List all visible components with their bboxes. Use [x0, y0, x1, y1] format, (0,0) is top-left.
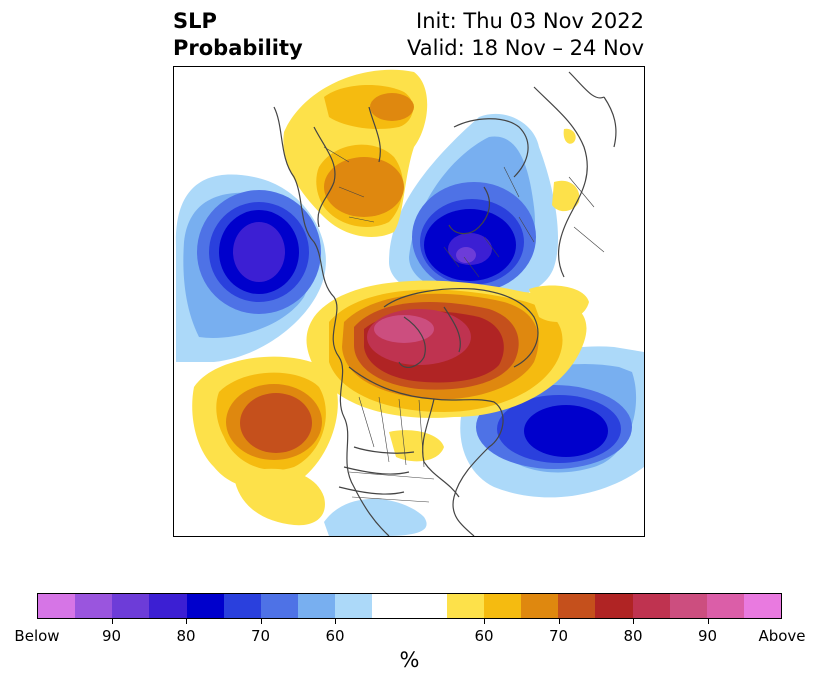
colorbar-tick-label: 60	[325, 627, 345, 645]
colorbar-swatch	[223, 594, 261, 618]
colorbar-swatch	[483, 594, 522, 618]
map-date-info: Init: Thu 03 Nov 2022 Valid: 18 Nov – 24…	[407, 8, 644, 62]
colorbar-tick-label: 80	[176, 627, 196, 645]
title-field: Probability	[173, 36, 303, 60]
colorbar-tick-mark	[335, 619, 336, 624]
colorbar-tick-label: Below	[14, 627, 60, 645]
colorbar-tick-label: 90	[697, 627, 718, 645]
arctic-above-anomaly	[306, 280, 587, 418]
valid-range: Valid: 18 Nov – 24 Nov	[407, 36, 644, 60]
colorbar-swatch	[743, 594, 782, 618]
colorbar-swatch	[38, 594, 76, 618]
map-title: SLP Probability	[173, 8, 303, 62]
great-lakes-above-patch	[389, 430, 444, 462]
colorbar-swatch	[372, 594, 410, 618]
init-date: Init: Thu 03 Nov 2022	[416, 9, 644, 33]
colorbar-tick-mark	[111, 619, 113, 624]
probability-map	[173, 66, 645, 537]
colorbar-swatch	[409, 594, 447, 618]
colorbar-tick-label: Above	[758, 627, 806, 645]
title-variable: SLP	[173, 9, 217, 33]
colorbar-tick-mark	[260, 619, 262, 624]
colorbar-tick-label: 60	[474, 627, 494, 645]
colorbar-swatch	[112, 594, 150, 618]
colorbar-tick-mark	[186, 619, 187, 624]
colorbar-swatch	[335, 594, 373, 618]
colorbar-tick-label: 80	[623, 627, 643, 645]
colorbar-tick-mark	[633, 619, 634, 624]
colorbar-swatch	[706, 594, 744, 618]
colorbar-swatch	[75, 594, 113, 618]
borders	[323, 146, 605, 503]
southeast-us-below-patch	[324, 498, 427, 536]
colorbar-swatch	[446, 594, 484, 618]
north-pacific-above-anomaly	[192, 356, 338, 490]
colorbar-tick-label: 90	[101, 627, 122, 645]
east-asia-above-patch-1	[552, 180, 580, 212]
coastlines	[273, 71, 617, 536]
colorbar-unit-label: %	[399, 648, 420, 672]
colorbar-swatch	[186, 594, 224, 618]
west-us-above-patch	[234, 468, 325, 526]
colorbar-tick-mark	[484, 619, 485, 624]
europe-above-anomaly	[283, 69, 428, 237]
colorbar-swatch	[669, 594, 707, 618]
colorbar-tick-mark	[558, 619, 560, 624]
colorbar-swatch	[521, 594, 559, 618]
east-asia-above-patch-2	[563, 128, 576, 144]
colorbar-swatch	[149, 594, 187, 618]
arctic-below-anomaly	[389, 113, 559, 304]
colorbar-tick-label: 70	[548, 627, 569, 645]
colorbar-swatch	[558, 594, 596, 618]
pacific-above-patch	[529, 285, 589, 322]
colorbar-tick-mark	[707, 619, 709, 624]
colorbar-tick-label: 70	[250, 627, 271, 645]
colorbar	[37, 593, 782, 619]
pacific-below-anomaly	[175, 174, 326, 362]
colorbar-swatch	[298, 594, 336, 618]
colorbar-swatch	[632, 594, 670, 618]
map-canvas	[175, 69, 644, 536]
colorbar-swatch	[260, 594, 299, 618]
colorbar-swatch	[595, 594, 633, 618]
